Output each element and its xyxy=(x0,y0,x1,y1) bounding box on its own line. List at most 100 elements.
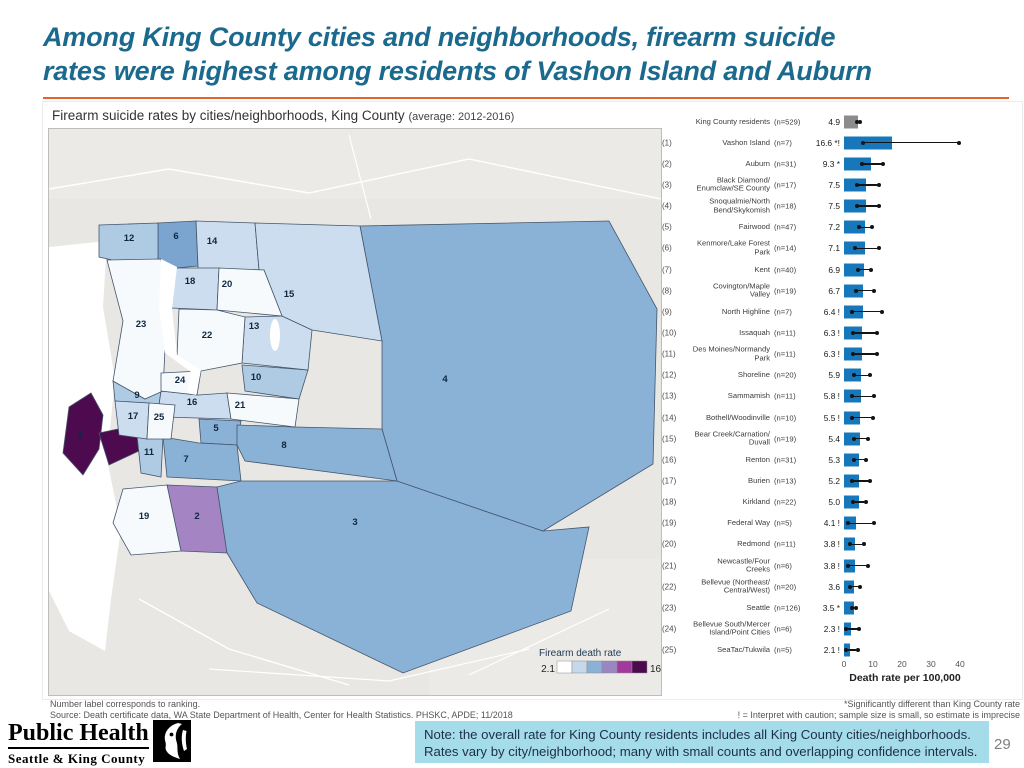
map-region-number-23: 23 xyxy=(136,319,147,330)
value-label: 6.7 xyxy=(828,285,840,296)
map-water-overlays xyxy=(159,259,280,395)
ci-lower-dot xyxy=(848,584,853,589)
confidence-interval-line xyxy=(855,290,875,292)
rank-label: (17) xyxy=(662,476,677,486)
rank-label: (14) xyxy=(662,413,677,423)
map-region-14 xyxy=(195,220,260,273)
ci-upper-dot xyxy=(857,119,862,124)
value-label: 6.9 xyxy=(828,264,840,275)
rank-label: (10) xyxy=(662,328,677,338)
chart-row: (25) SeaTac/Tukwila (n=5) 2.1 ! xyxy=(660,640,1022,661)
logo-title: Public Health xyxy=(8,720,149,749)
ci-lower-dot xyxy=(860,161,865,166)
map-region-number-24: 24 xyxy=(175,375,186,386)
ci-lower-dot xyxy=(855,119,860,124)
rank-label: (20) xyxy=(662,539,677,549)
map-region-7 xyxy=(162,436,242,482)
map-region-number-11: 11 xyxy=(144,447,155,458)
value-label: 7.5 xyxy=(828,179,840,190)
sample-size: (n=14) xyxy=(774,243,797,253)
value-label: 5.5 ! xyxy=(823,412,840,423)
ci-lower-dot xyxy=(850,352,855,357)
region-name: Covington/Maple Valley xyxy=(713,281,770,299)
ci-upper-dot xyxy=(881,161,886,166)
sample-size: (n=6) xyxy=(774,561,792,571)
chart-row: (7) Kent (n=40) 6.9 xyxy=(660,259,1022,280)
legend-swatch-2 xyxy=(586,660,603,674)
region-name: Burien xyxy=(748,475,770,485)
source-note: Number label corresponds to ranking. Sou… xyxy=(50,699,513,720)
chart-row: (11) Des Moines/Normandy Park (n=11) 6.3 ! xyxy=(660,344,1022,365)
confidence-interval-line xyxy=(851,416,874,419)
sample-size: (n=19) xyxy=(774,286,797,296)
chart-row: (5) Fairwood (n=47) 7.2 xyxy=(660,217,1022,238)
ci-upper-dot xyxy=(872,394,877,399)
figure-title-text: Firearm suicide rates by cities/neighbor… xyxy=(52,108,405,123)
ci-upper-dot xyxy=(866,436,871,441)
map-region-number-4: 4 xyxy=(442,374,448,385)
region-name: Fairwood xyxy=(738,222,770,232)
ci-lower-dot xyxy=(852,457,857,462)
sample-size: (n=11) xyxy=(774,391,796,401)
title-accent-rule xyxy=(43,97,1009,99)
chart-row: (19) Federal Way (n=5) 4.1 ! xyxy=(660,513,1022,534)
ci-lower-dot xyxy=(849,415,854,420)
county-map: 1 2 3 4 5 6 7 8 9 10 11 12 13 14 15 16 17 18 19 20 21 22 23 24 2… xyxy=(48,128,662,696)
chart-row: (3) Black Diamond/ Enumclaw/SE County (n=1… xyxy=(660,174,1022,195)
chart-row: (13) Sammamish (n=11) 5.8 ! xyxy=(660,386,1022,407)
region-name: Snoqualmie/North Bend/Skykomish xyxy=(709,196,770,215)
road-line xyxy=(208,648,530,682)
value-label: 5.8 ! xyxy=(823,391,840,402)
ci-lower-dot xyxy=(853,246,858,251)
map-region-number-10: 10 xyxy=(251,372,262,383)
ci-lower-dot xyxy=(845,521,850,526)
region-name: Kent xyxy=(754,264,770,274)
value-label: 4.1 ! xyxy=(823,518,840,529)
sample-size: (n=11) xyxy=(774,539,796,549)
lake-washington xyxy=(159,259,201,395)
ci-lower-dot xyxy=(844,626,849,631)
confidence-interval-line xyxy=(855,247,879,250)
x-axis-label: Death rate per 100,000 xyxy=(849,672,961,684)
rank-label: (19) xyxy=(662,518,677,528)
map-region-20 xyxy=(216,267,283,317)
chart-row: (12) Shoreline (n=20) 5.9 xyxy=(660,365,1022,386)
legend-swatch-4 xyxy=(616,660,633,674)
confidence-interval-line xyxy=(852,332,877,334)
county-boundary-line xyxy=(49,158,661,200)
confidence-interval-line xyxy=(852,353,877,355)
region-name: SeaTac/Tukwila xyxy=(717,644,770,654)
sample-size: (n=22) xyxy=(774,497,797,507)
confidence-interval-line xyxy=(846,628,859,630)
logo-text: Public Health Seattle & King County xyxy=(8,720,149,767)
sample-size: (n=529) xyxy=(774,117,801,127)
map-region-25 xyxy=(146,402,176,440)
ci-upper-dot xyxy=(869,267,874,272)
region-name: Kenmore/Lake Forest Park xyxy=(696,239,770,257)
region-name: Des Moines/Normandy Park xyxy=(692,344,770,363)
chart-row: (8) Covington/Maple Valley (n=19) 6.7 xyxy=(660,280,1022,301)
map-region-19 xyxy=(112,484,182,556)
value-label: 3.6 xyxy=(828,581,840,592)
road-line xyxy=(468,608,610,676)
sample-size: (n=5) xyxy=(774,518,792,528)
chart-row: (2) Auburn (n=31) 9.3 * xyxy=(660,153,1022,174)
value-label: 2.3 ! xyxy=(823,623,840,634)
map-region-number-12: 12 xyxy=(124,233,135,244)
map-region-number-20: 20 xyxy=(222,279,233,290)
map-region-number-2: 2 xyxy=(194,511,199,522)
ci-upper-dot xyxy=(867,478,872,483)
legend-min-value: 2.1 xyxy=(541,664,555,675)
confidence-interval-line xyxy=(859,226,872,228)
figure-title: Firearm suicide rates by cities/neighbor… xyxy=(52,108,514,123)
ci-lower-dot xyxy=(851,436,856,441)
chart-row: (23) Seattle (n=126) 3.5 * xyxy=(660,597,1022,618)
ci-lower-dot xyxy=(850,394,855,399)
chart-row: (22) Bellevue (Northeast/ Central/West) (n… xyxy=(660,576,1022,597)
rate-bar xyxy=(844,157,871,171)
ci-upper-dot xyxy=(858,584,863,589)
map-region-number-17: 17 xyxy=(128,411,139,422)
ci-upper-dot xyxy=(872,521,877,526)
bar-chart-x-axis: 0 10 20 30 40 xyxy=(660,659,1022,673)
ci-lower-dot xyxy=(853,288,858,293)
